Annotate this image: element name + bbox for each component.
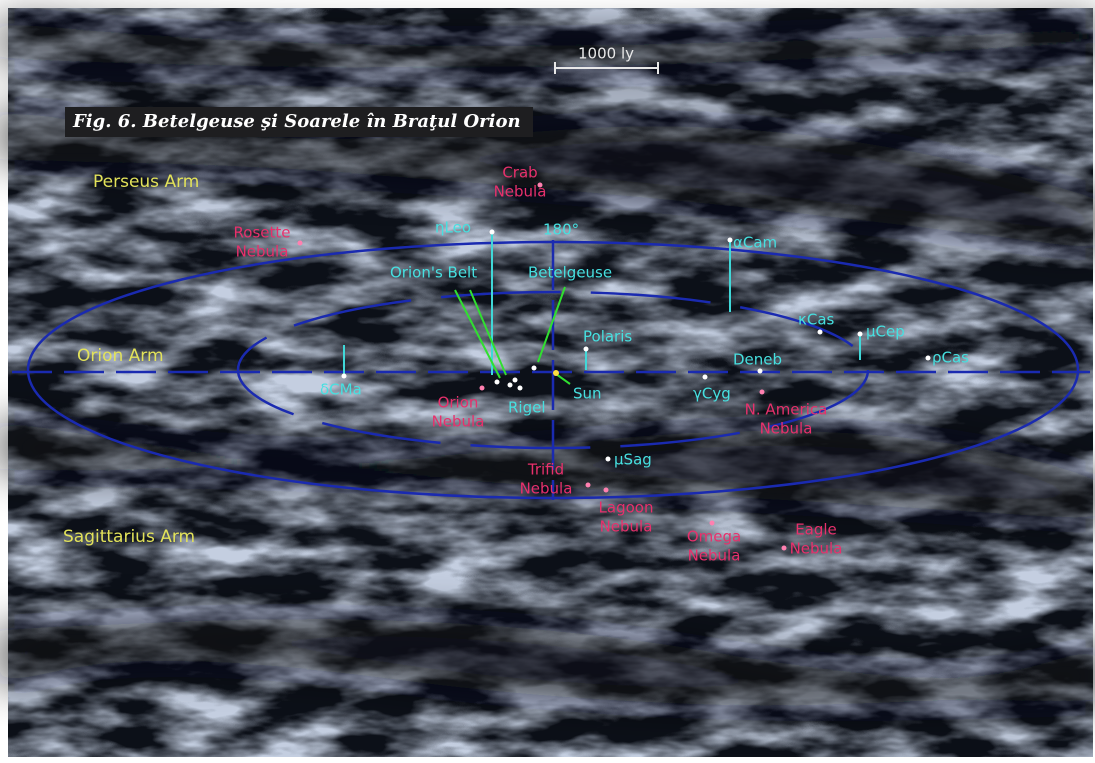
marker-label: 180° <box>543 221 579 239</box>
star-label: ηLeo <box>435 219 471 237</box>
orbit-rings <box>12 240 1090 500</box>
star-dot <box>727 237 733 243</box>
star-dot <box>341 373 347 379</box>
star-dot <box>583 346 589 352</box>
nebula-label: Nebula <box>790 540 843 558</box>
nebula-dot <box>297 240 303 246</box>
star-dot <box>605 456 611 462</box>
star-dot <box>507 382 513 388</box>
star-label: Polaris <box>583 328 632 346</box>
scale-bar: 1000 ly <box>578 45 634 63</box>
star-label: γCyg <box>693 385 731 403</box>
nebula-label: Trifid <box>527 461 564 479</box>
nebula-label: Eagle <box>795 521 837 539</box>
nebula-dot <box>709 520 715 526</box>
star-label: ρCas <box>932 349 969 367</box>
sun-dot <box>553 370 559 376</box>
star-dot <box>494 379 500 385</box>
nebula-label: Lagoon <box>599 499 654 517</box>
nebula-label: Nebula <box>760 420 813 438</box>
caption-box <box>65 107 533 137</box>
star-label: κCas <box>798 311 835 329</box>
star-label: Rigel <box>508 399 546 417</box>
star-label: αCam <box>733 234 777 252</box>
star-dot <box>512 377 518 383</box>
nebula-label: Nebula <box>494 183 547 201</box>
arm-label: Perseus Arm <box>93 172 199 192</box>
star-label: δCMa <box>320 381 362 399</box>
pointer <box>555 373 571 385</box>
caption: Fig. 6. Betelgeuse şi Soarele în Braţul … <box>72 111 521 132</box>
marker-label: Sun <box>573 385 602 403</box>
star-dot <box>817 329 823 335</box>
nebula-dot <box>603 487 609 493</box>
nebula-dot <box>781 545 787 551</box>
star-label: μCep <box>866 323 905 341</box>
marker-label: Betelgeuse <box>528 264 612 282</box>
star-dot <box>757 368 763 374</box>
pointer <box>454 289 501 379</box>
arm-label: Sagittarius Arm <box>63 527 195 547</box>
nebula-label: Crab <box>502 164 537 182</box>
nebula-dot <box>537 182 543 188</box>
dark-lanes <box>0 20 1095 707</box>
nebula-label: Rosette <box>234 224 291 242</box>
star-label: μSag <box>614 451 652 469</box>
star-dot <box>517 385 523 391</box>
nebula-label: Nebula <box>432 413 485 431</box>
pointer <box>537 286 566 363</box>
nebula-dot <box>479 385 485 391</box>
nebula-label: Nebula <box>520 480 573 498</box>
star-dot <box>531 365 537 371</box>
marker-label: Orion's Belt <box>390 264 477 282</box>
nebula-dot <box>759 389 765 395</box>
nebula-label: Omega <box>687 528 741 546</box>
arm-label: Orion Arm <box>77 346 164 366</box>
pointer <box>469 289 507 376</box>
nebula-label: Nebula <box>600 518 653 536</box>
nebula-dot <box>585 482 591 488</box>
star-dot <box>857 331 863 337</box>
star-dot <box>702 374 708 380</box>
star-dot <box>489 229 495 235</box>
star-label: Deneb <box>733 351 782 369</box>
nebula-label: Nebula <box>688 547 741 565</box>
nebula-label: Orion <box>438 394 479 412</box>
star-dot <box>925 355 931 361</box>
scale-bar-line <box>554 62 659 74</box>
nebula-label: N. America <box>745 401 828 419</box>
nebula-label: Nebula <box>236 243 289 261</box>
